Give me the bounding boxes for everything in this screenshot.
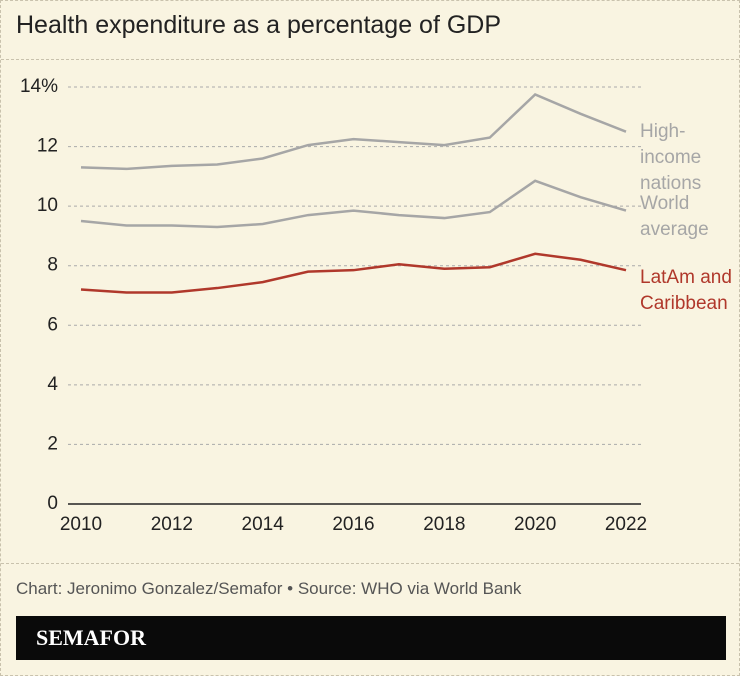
chart: 0 2 4 6 8 10 12 14% 2010 2012 2014 2016 2018 2020 2022 (20, 76, 647, 535)
source-note: Chart: Jeronimo Gonzalez/Semafor • Sourc… (16, 579, 522, 598)
y-tick-label: 4 (47, 374, 58, 395)
y-tick-label: 10 (37, 195, 58, 216)
series-line (80, 179, 627, 229)
x-tick-label: 2010 (60, 514, 102, 535)
series-label: LatAm and Caribbean (640, 267, 732, 315)
series-label: World average (640, 192, 709, 240)
y-tick-label: 6 (47, 314, 58, 335)
x-tick-label: 2020 (514, 514, 556, 535)
divider (1, 59, 739, 60)
series-line (80, 92, 627, 171)
x-tick-label: 2014 (242, 514, 285, 535)
series-label: High-income nations (640, 120, 702, 194)
series-line (80, 252, 627, 294)
x-tick-label: 2018 (423, 514, 465, 535)
x-tick-label: 2022 (605, 514, 647, 535)
chart-title: Health expenditure as a percentage of GD… (16, 11, 502, 39)
brand-bar: SEMAFOR (16, 616, 726, 660)
y-tick-label: 14% (20, 76, 58, 97)
y-tick-label: 0 (47, 493, 58, 514)
y-tick-label: 12 (37, 136, 58, 157)
y-tick-label: 8 (47, 255, 58, 276)
x-tick-label: 2012 (151, 514, 193, 535)
y-tick-label: 2 (47, 433, 58, 454)
divider (1, 563, 739, 564)
x-tick-label: 2016 (332, 514, 374, 535)
